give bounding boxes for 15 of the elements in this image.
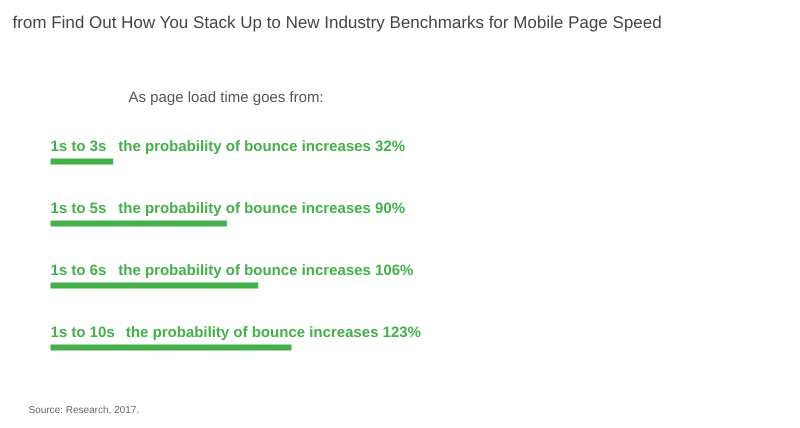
bar bbox=[50, 220, 227, 226]
data-label: the probability of bounce increases 106% bbox=[118, 262, 414, 279]
data-label: the probability of bounce increases 32% bbox=[118, 138, 406, 155]
chart-subtitle: As page load time goes from: bbox=[128, 89, 324, 106]
bar bbox=[50, 344, 292, 350]
data-label: the probability of bounce increases 123% bbox=[126, 324, 421, 341]
bar bbox=[50, 282, 258, 288]
y-tick-label: 1s to 6s bbox=[50, 262, 106, 279]
data-label: the probability of bounce increases 90% bbox=[118, 200, 406, 217]
source-note: Source: Research, 2017. bbox=[28, 405, 140, 416]
y-tick-label: 1s to 5s bbox=[50, 200, 106, 217]
y-tick-label: 1s to 10s bbox=[50, 324, 115, 341]
y-tick-label: 1s to 3s bbox=[50, 138, 106, 155]
bar bbox=[50, 158, 114, 164]
text: from Find Out How You Stack Up to New Industry Benchmarks for Mobile Page Speed bbox=[12, 13, 662, 32]
